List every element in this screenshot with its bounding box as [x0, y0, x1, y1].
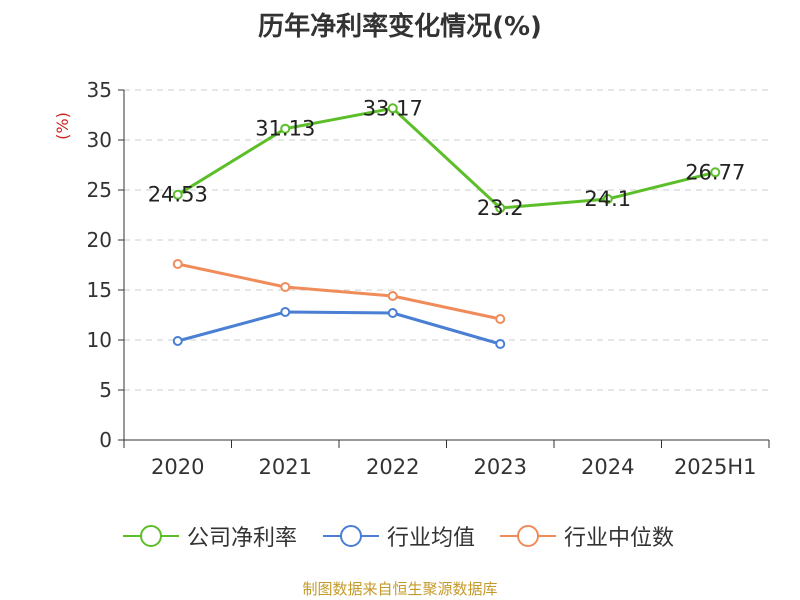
data-point — [387, 291, 398, 301]
data-label: 33.17 — [363, 96, 423, 120]
y-tick-label: 10 — [87, 328, 112, 352]
y-tick-label: 0 — [99, 428, 112, 452]
x-tick-label: 2025H1 — [674, 455, 757, 479]
legend-marker-icon — [123, 525, 179, 547]
data-label: 23.2 — [477, 196, 524, 220]
x-tick-label: 2021 — [259, 455, 312, 479]
legend-item-industry-mean[interactable]: 行业均值 — [323, 520, 475, 552]
data-point — [280, 123, 291, 134]
series-line — [177, 262, 501, 321]
data-point — [280, 282, 291, 292]
axes: 0 5 10 15 20 25 30 35 2020 2021 2022 2023 2024 2025H1… — [53, 78, 770, 479]
data-label: 26.77 — [685, 160, 745, 184]
data-label: 31.13 — [255, 117, 315, 141]
legend-item-industry-median[interactable]: 行业中位数 — [500, 520, 674, 552]
y-axis-label: (%) — [53, 112, 72, 140]
x-tick-label: 2022 — [366, 455, 419, 479]
data-point — [602, 194, 613, 204]
y-tick-label: 20 — [87, 228, 112, 252]
x-tick-label: 2020 — [151, 455, 204, 479]
chart-title: 历年净利率变化情况(%) — [258, 12, 542, 42]
y-tick-label: 30 — [87, 128, 112, 152]
data-point — [495, 203, 506, 213]
data-point — [172, 336, 183, 346]
data-labels: 24.53 31.13 33.17 23.2 24.1 26.77 — [148, 96, 746, 220]
legend-label: 行业中位数 — [564, 526, 675, 551]
series-line — [176, 106, 716, 210]
y-tick-label: 15 — [87, 278, 112, 302]
data-point — [387, 103, 398, 114]
data-label: 24.53 — [148, 183, 208, 207]
legend: 公司净利率 行业均值 行业中位数 — [0, 520, 800, 552]
x-tick-label: 2023 — [474, 455, 527, 479]
series-line — [177, 310, 501, 346]
data-point — [172, 259, 183, 269]
data-label: 24.1 — [584, 187, 631, 211]
data-point — [495, 314, 506, 324]
legend-label: 行业均值 — [387, 526, 476, 551]
legend-item-company-net-margin[interactable]: 公司净利率 — [123, 520, 297, 552]
gridlines — [124, 89, 769, 391]
data-point — [710, 167, 721, 178]
legend-marker-icon — [500, 525, 556, 547]
y-tick-label: 5 — [99, 378, 112, 402]
data-point — [495, 339, 506, 349]
source-note: 制图数据来自恒生聚源数据库 — [302, 580, 498, 598]
x-tick-label: 2024 — [581, 455, 634, 479]
legend-marker-icon — [323, 525, 379, 547]
series-lines — [172, 103, 721, 349]
data-point — [280, 307, 291, 317]
legend-label: 公司净利率 — [187, 526, 298, 551]
y-tick-label: 25 — [87, 178, 112, 202]
data-point — [172, 189, 183, 200]
y-tick-label: 35 — [87, 78, 112, 102]
data-point — [387, 308, 398, 318]
